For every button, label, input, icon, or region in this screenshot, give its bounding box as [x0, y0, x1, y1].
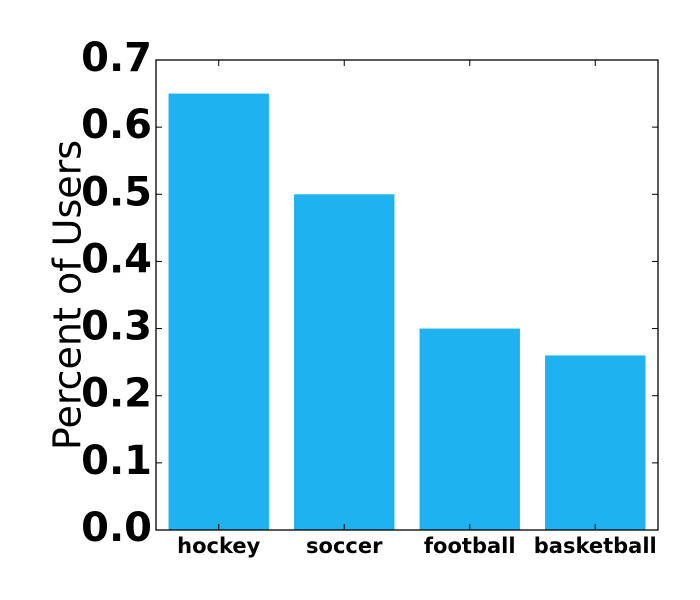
x-tick-labels: hockey soccer football basketball: [177, 534, 657, 558]
bar-basketball: [545, 355, 646, 530]
y-tick-labels: 0.0 0.1 0.2 0.3 0.4 0.5 0.6 0.7: [81, 35, 152, 551]
x-tick-label-basketball: basketball: [534, 534, 657, 558]
bar-football: [419, 328, 520, 530]
plot-frame: [155, 59, 659, 531]
bars-layer: [168, 93, 646, 531]
x-tick-label-football: football: [424, 534, 516, 558]
y-axis-label: Percent of Users: [46, 140, 90, 450]
y-tick-label: 0.1: [81, 438, 152, 484]
x-tick-label-hockey: hockey: [177, 534, 260, 558]
x-tick-label-soccer: soccer: [306, 534, 383, 558]
y-tick-label: 0.7: [81, 35, 152, 81]
y-tick-label: 0.3: [81, 304, 152, 350]
bar-hockey: [168, 93, 269, 530]
y-tick-label: 0.4: [81, 236, 152, 282]
y-tick-label: 0.6: [81, 102, 152, 148]
y-tick-label: 0.2: [81, 371, 152, 417]
bar-soccer: [294, 194, 395, 531]
y-tick-label: 0.0: [81, 505, 152, 551]
y-tick-label: 0.5: [81, 169, 152, 215]
